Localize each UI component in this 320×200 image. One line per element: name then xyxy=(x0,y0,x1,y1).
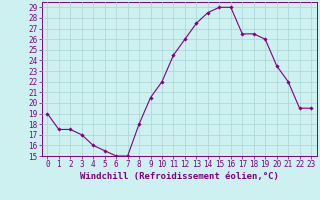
X-axis label: Windchill (Refroidissement éolien,°C): Windchill (Refroidissement éolien,°C) xyxy=(80,172,279,181)
